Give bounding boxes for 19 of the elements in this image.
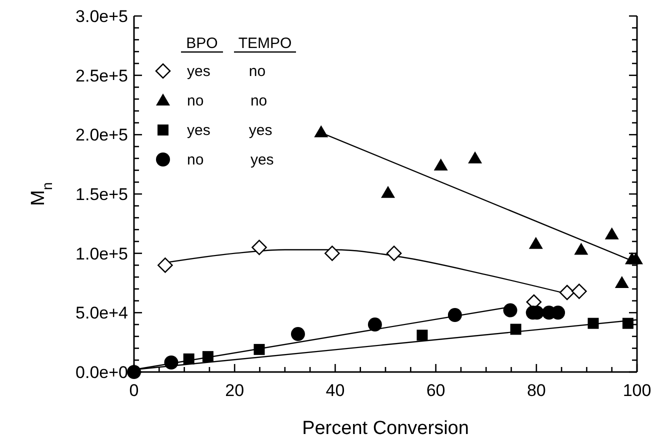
- x-tick-label: 80: [526, 381, 546, 400]
- y-tick-label: 0.0e+0: [76, 363, 128, 382]
- x-axis-title: Percent Conversion: [302, 418, 469, 439]
- legend-label: no yes: [187, 152, 274, 168]
- y-tick-label: 1.0e+5: [76, 244, 128, 264]
- y-tick-label: 2.0e+5: [76, 126, 128, 145]
- x-tick-label: 0: [129, 381, 139, 400]
- y-tick-label: 2.5e+5: [76, 66, 128, 86]
- y-tick-label: 3.0e+5: [76, 7, 128, 26]
- x-tick-label: 40: [326, 381, 345, 400]
- y-tick-label: 5.0e+4: [76, 304, 128, 323]
- y-tick-label: 1.5e+5: [76, 185, 128, 204]
- legend-label: yes no: [187, 63, 266, 80]
- x-tick-label: 60: [426, 381, 446, 400]
- text: BPO TEMPO: [186, 35, 292, 52]
- legend-label: yes yes: [187, 122, 272, 139]
- x-tick-label: 20: [225, 381, 244, 400]
- x-tick-label: 100: [622, 381, 652, 400]
- legend-label: no no: [187, 92, 268, 110]
